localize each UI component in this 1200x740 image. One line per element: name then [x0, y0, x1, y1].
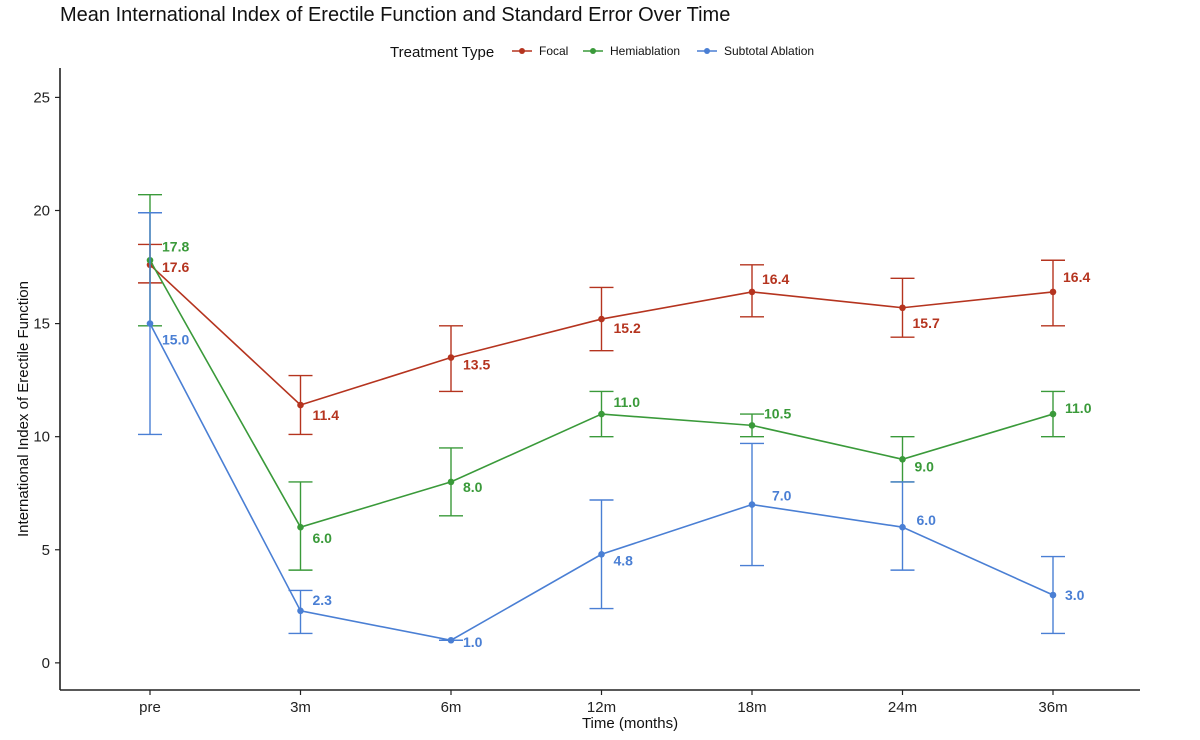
data-label: 2.3 — [313, 592, 333, 608]
x-tick-label: 6m — [441, 699, 462, 716]
data-point — [447, 354, 455, 361]
data-label: 7.0 — [772, 488, 792, 504]
data-point — [1049, 591, 1057, 599]
y-axis-title: International Index of Erectile Function — [15, 281, 32, 537]
legend-item: Hemiablation — [583, 44, 680, 58]
y-tick-label: 10 — [33, 429, 50, 446]
x-tick-label: 24m — [888, 699, 917, 716]
y-tick-label: 25 — [33, 89, 50, 106]
legend-item: Subtotal Ablation — [697, 44, 814, 58]
data-point — [1049, 410, 1057, 418]
data-label: 15.7 — [913, 315, 940, 331]
legend-swatch-point — [519, 48, 525, 54]
data-point — [447, 478, 455, 486]
data-label: 11.0 — [614, 394, 641, 410]
chart-title: Mean International Index of Erectile Fun… — [60, 4, 731, 26]
data-label: 15.2 — [614, 320, 641, 336]
legend-swatch-point — [704, 48, 710, 54]
data-label: 4.8 — [614, 552, 634, 568]
data-point — [447, 636, 455, 644]
data-label: 8.0 — [463, 479, 483, 495]
legend: Treatment Type Focal Hemiablation Subtotal … — [390, 44, 814, 61]
data-label: 9.0 — [915, 458, 935, 474]
data-point — [598, 315, 605, 323]
data-label: 15.0 — [162, 332, 189, 348]
legend-label: Focal — [539, 44, 568, 58]
x-tick-label: 18m — [737, 699, 766, 716]
y-tick-label: 15 — [33, 316, 50, 333]
data-label: 11.0 — [1065, 400, 1092, 416]
data-label: 17.6 — [162, 259, 189, 275]
data-point — [297, 401, 304, 409]
y-tick-label: 5 — [42, 542, 50, 559]
x-tick-label: 3m — [290, 699, 311, 716]
data-point — [748, 288, 756, 296]
y-tick-label: 20 — [33, 202, 50, 219]
data-point — [297, 523, 304, 531]
data-point — [899, 455, 906, 463]
legend-title: Treatment Type — [390, 44, 494, 61]
data-labels-layer: 17.6 11.4 13.5 15.2 16.4 15.7 16.4 17.8 6.0 8.0 11… — [162, 238, 1092, 650]
data-point — [146, 320, 154, 327]
data-label: 6.0 — [917, 512, 937, 528]
data-label: 6.0 — [313, 530, 333, 546]
data-label: 10.5 — [764, 405, 791, 421]
data-point — [899, 523, 906, 531]
data-label: 1.0 — [463, 634, 483, 650]
x-tick-label: pre — [139, 699, 161, 716]
legend-label: Subtotal Ablation — [724, 44, 814, 58]
series-layer — [138, 193, 1065, 644]
data-label: 16.4 — [762, 271, 789, 287]
series-subtotal-ablation — [138, 212, 1065, 644]
chart-axes: 0 5 10 15 20 25 pre 3m 6m 12m 18m 24m 36m Time (month… — [15, 68, 1140, 732]
data-point — [748, 501, 756, 508]
legend-item: Focal — [512, 44, 568, 58]
data-point — [899, 304, 906, 312]
data-label: 3.0 — [1065, 587, 1085, 603]
x-tick-label: 12m — [587, 699, 616, 716]
data-point — [1049, 288, 1057, 296]
y-tick-label: 0 — [42, 655, 50, 672]
x-axis-title: Time (months) — [582, 715, 678, 732]
data-label: 13.5 — [463, 357, 490, 373]
data-point — [598, 550, 605, 558]
legend-swatch-point — [590, 48, 596, 54]
data-point — [297, 607, 304, 615]
data-label: 17.8 — [162, 238, 189, 254]
legend-label: Hemiablation — [610, 44, 680, 58]
x-tick-label: 36m — [1038, 699, 1067, 716]
data-point — [598, 410, 605, 418]
data-point — [748, 422, 756, 429]
data-label: 11.4 — [313, 407, 340, 423]
data-label: 16.4 — [1063, 269, 1090, 285]
